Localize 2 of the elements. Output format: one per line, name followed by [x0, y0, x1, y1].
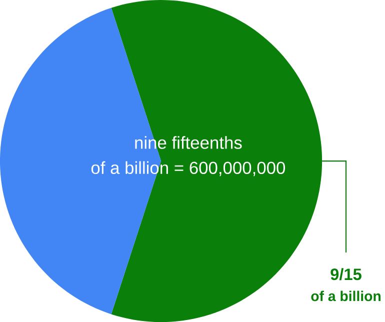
slice-label: 9/15: [330, 268, 362, 280]
text: of a billion: [311, 290, 380, 302]
